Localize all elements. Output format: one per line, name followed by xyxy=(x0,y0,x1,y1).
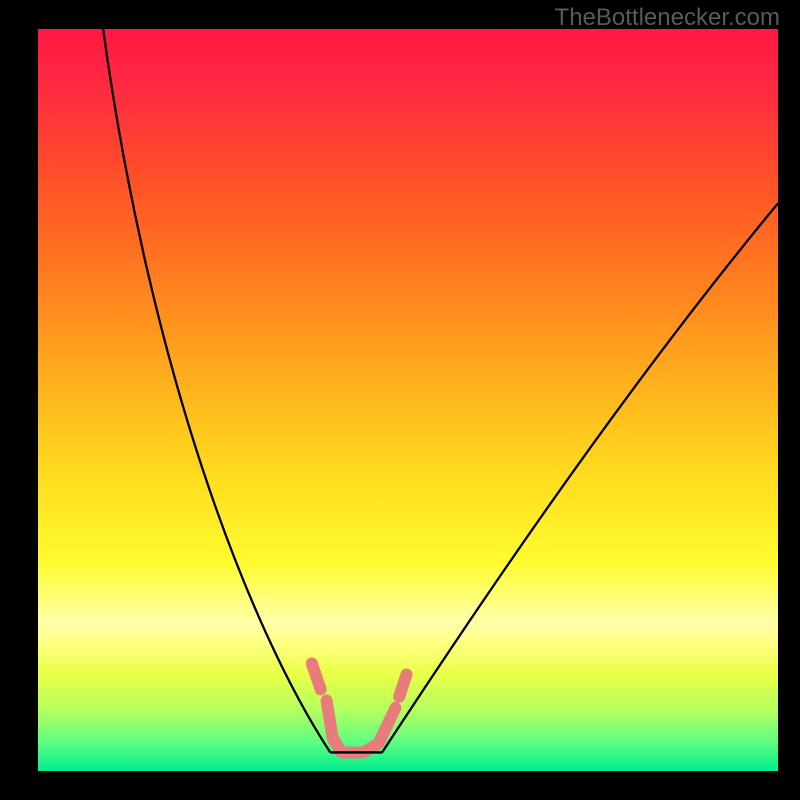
break-marker-right xyxy=(399,675,406,697)
break-marker-left xyxy=(312,663,321,689)
chart-stage: TheBottlenecker.com xyxy=(0,0,800,800)
right-curve xyxy=(382,203,778,752)
break-marker-bottom xyxy=(327,701,396,753)
curve-layer xyxy=(38,29,778,771)
watermark-text: TheBottlenecker.com xyxy=(555,4,780,32)
plot-area xyxy=(38,29,778,771)
left-curve xyxy=(103,29,330,752)
